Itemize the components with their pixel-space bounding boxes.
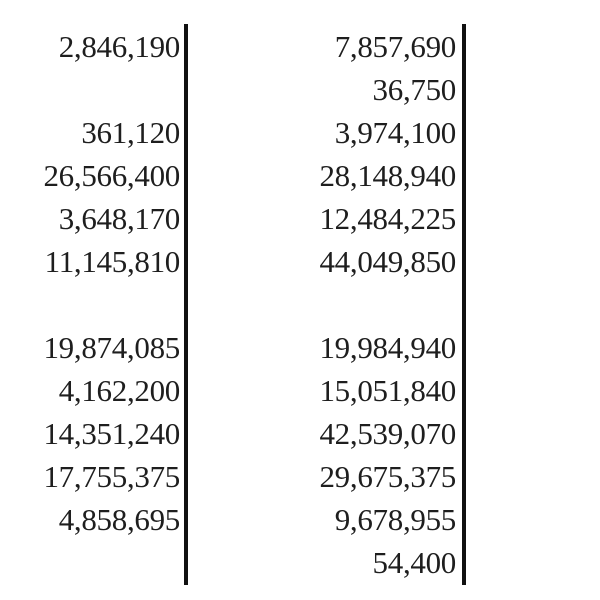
- left-value-cell: 14,351,240: [43, 416, 180, 451]
- right-value-cell: 7,857,690: [334, 29, 457, 64]
- left-number-column: 2,846,190 361,120 26,566,400 3,648,170 11,14…: [0, 25, 180, 584]
- left-value-cell: 2,846,190: [58, 29, 181, 64]
- right-number-column: 7,857,690 36,750 3,974,100 28,148,940 12,484…: [260, 25, 456, 584]
- right-value-cell: 54,400: [372, 545, 457, 580]
- right-value-cell: 42,539,070: [319, 416, 456, 451]
- right-value-cell: 15,051,840: [319, 373, 456, 408]
- left-value-cell: 26,566,400: [43, 158, 180, 193]
- left-value-cell: 11,145,810: [44, 244, 181, 279]
- right-value-cell: 44,049,850: [319, 244, 456, 279]
- column-divider-left: [184, 24, 188, 585]
- right-value-cell: 29,675,375: [319, 459, 456, 494]
- left-value-cell: 3,648,170: [58, 201, 181, 236]
- right-value-cell: 19,984,940: [319, 330, 456, 365]
- left-value-cell: 361,120: [81, 115, 180, 150]
- column-divider-right: [462, 24, 466, 585]
- right-value-cell: 12,484,225: [319, 201, 456, 236]
- left-value-cell: [0, 283, 180, 326]
- left-value-cell: 4,162,200: [58, 373, 181, 408]
- left-value-cell: 17,755,375: [43, 459, 180, 494]
- left-value-cell: [0, 68, 180, 111]
- right-value-cell: 3,974,100: [334, 115, 457, 150]
- left-value-cell: 4,858,695: [58, 502, 181, 537]
- right-value-cell: 9,678,955: [334, 502, 457, 537]
- right-value-cell: 36,750: [372, 72, 457, 107]
- left-value-cell: 19,874,085: [43, 330, 180, 365]
- right-value-cell: [260, 283, 456, 326]
- left-value-cell: [0, 541, 180, 584]
- right-value-cell: 28,148,940: [319, 158, 456, 193]
